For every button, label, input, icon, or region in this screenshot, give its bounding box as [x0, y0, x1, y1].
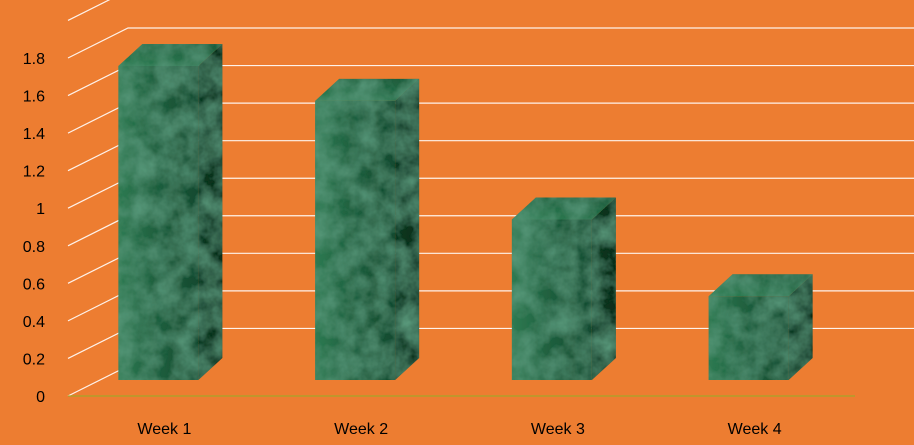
x-tick-label: Week 3: [531, 421, 585, 438]
x-tick-label: Week 1: [137, 421, 191, 438]
bar: [708, 274, 813, 380]
y-tick-label: 0.2: [23, 351, 45, 368]
x-tick-label: Week 4: [728, 421, 782, 438]
bar-side-face: [198, 44, 223, 380]
floor-edge: [67, 365, 129, 397]
y-tick-label: 1.6: [23, 89, 45, 106]
bar-top-face: [315, 78, 420, 101]
bar: [511, 197, 616, 380]
y-axis: 0 0.2 0.4 0.6 0.8 1 1.2 1.4 1.6 1.8: [23, 51, 45, 406]
bar-top-face: [511, 197, 616, 220]
bar-side-face: [395, 78, 420, 380]
y-tick-label: 1: [36, 201, 45, 218]
bar-top-face: [708, 274, 813, 297]
bars: [118, 44, 813, 380]
gridline: [67, 0, 111, 21]
y-tick-label: 0: [36, 389, 45, 406]
bar: [315, 78, 420, 380]
y-tick-label: 0.6: [23, 276, 45, 293]
bar-side-face: [788, 274, 813, 380]
y-tick-label: 0.4: [23, 314, 45, 331]
bar-front-face: [511, 219, 592, 380]
bar-side-face: [591, 197, 616, 380]
y-tick-label: 1.8: [23, 51, 45, 68]
bar: [118, 44, 223, 380]
x-axis: Week 1 Week 2 Week 3 Week 4: [137, 421, 781, 438]
bar-front-face: [708, 296, 789, 380]
bar-top-face: [118, 44, 223, 66]
y-tick-label: 1.4: [23, 126, 45, 143]
gridline: [67, 27, 914, 59]
x-tick-label: Week 2: [334, 421, 388, 438]
y-tick-label: 1.2: [23, 164, 45, 181]
bar-front-face: [118, 66, 199, 380]
bar-front-face: [315, 100, 396, 380]
y-tick-label: 0.8: [23, 239, 45, 256]
